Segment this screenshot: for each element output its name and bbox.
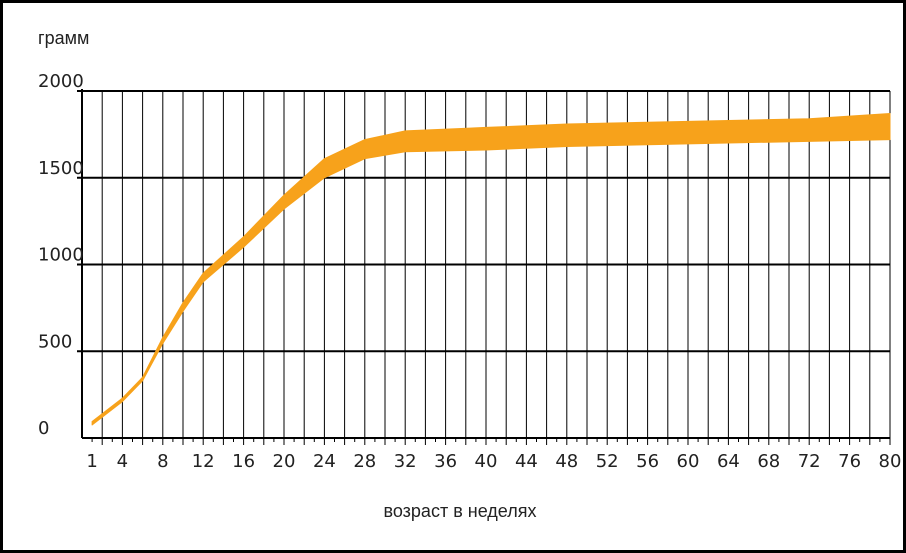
x-tick-label: 16 <box>232 451 255 472</box>
x-tick-label: 8 <box>157 451 168 472</box>
axes <box>81 89 891 445</box>
x-tick-label: 12 <box>192 451 215 472</box>
x-tick-label: 48 <box>555 451 578 472</box>
x-tick-label: 60 <box>677 451 700 472</box>
x-tick-label: 72 <box>798 451 821 472</box>
y-tick-labels: 0 500 1000 1500 2000 <box>38 71 84 439</box>
x-tick-label: 24 <box>313 451 336 472</box>
x-axis-label: возраст в неделях <box>384 501 537 521</box>
x-tick-label: 44 <box>515 451 538 472</box>
x-tick-label: 32 <box>394 451 417 472</box>
x-tick-label: 36 <box>434 451 457 472</box>
x-tick-label: 1 <box>86 451 97 472</box>
x-tick-label: 4 <box>117 451 128 472</box>
y-tick-label: 1500 <box>38 158 84 179</box>
weight-band <box>91 113 891 426</box>
x-tick-label: 64 <box>717 451 740 472</box>
x-tick-label: 40 <box>475 451 498 472</box>
x-tick-labels: 1 4 8 12 16 20 24 28 32 36 40 44 48 52 56 60 64 68 72 76 80 <box>86 451 901 472</box>
x-tick-label: 76 <box>838 451 861 472</box>
y-tick-label: 500 <box>38 331 72 352</box>
x-tick-label: 80 <box>879 451 902 472</box>
x-tick-label: 68 <box>757 451 780 472</box>
y-tick-label: 0 <box>38 418 49 439</box>
weight-band-area <box>91 113 891 426</box>
x-tick-label: 56 <box>636 451 659 472</box>
grid <box>77 90 891 438</box>
x-tick-label: 20 <box>273 451 296 472</box>
y-tick-label: 1000 <box>38 245 84 266</box>
y-tick-label: 2000 <box>38 71 84 92</box>
y-axis-label: грамм <box>38 28 89 48</box>
x-tick-label: 28 <box>353 451 376 472</box>
x-tick-label: 52 <box>596 451 619 472</box>
